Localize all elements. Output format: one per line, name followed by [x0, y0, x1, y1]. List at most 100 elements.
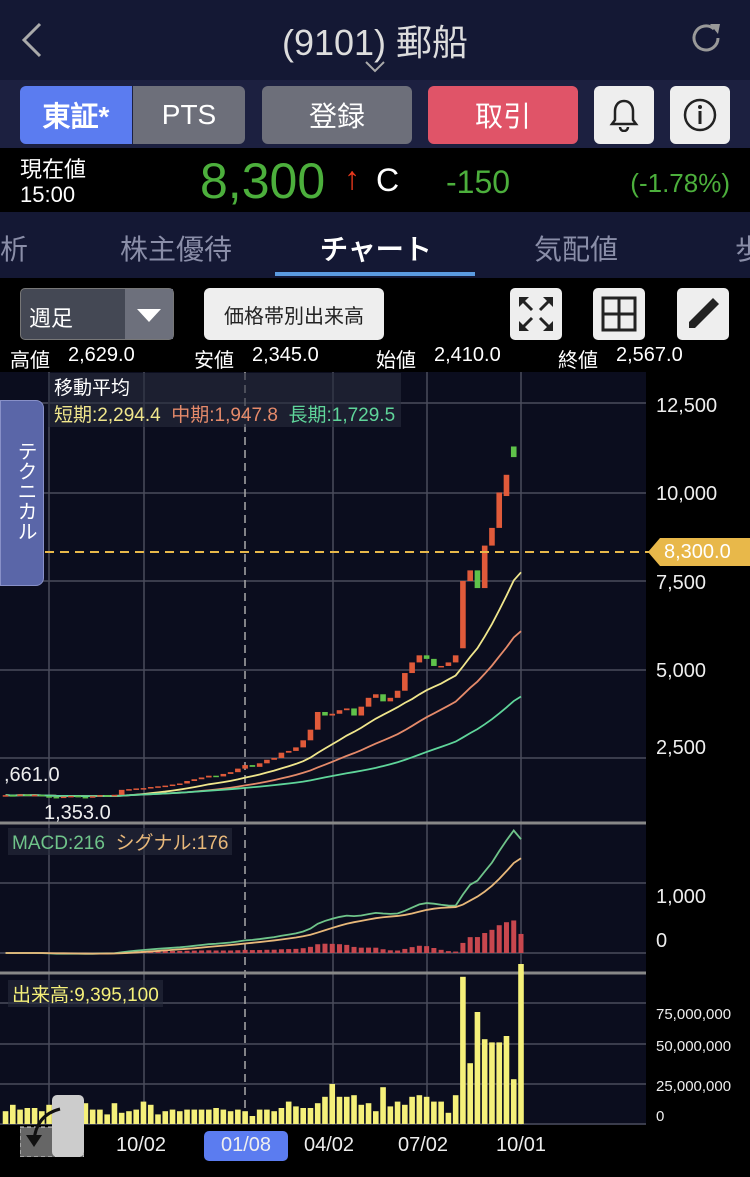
- volume-bar: [496, 1042, 503, 1124]
- volume-bar: [147, 1104, 154, 1124]
- up-arrow-icon: ↑: [344, 160, 360, 196]
- layout-button[interactable]: [593, 288, 645, 340]
- macd-histogram-bar: [409, 947, 415, 953]
- candle: [300, 740, 306, 748]
- volume-bar: [438, 1101, 444, 1124]
- info-button[interactable]: [670, 86, 730, 144]
- technical-side-tab[interactable]: テクニカル: [0, 400, 44, 586]
- volume-bar: [460, 976, 466, 1124]
- tab-chart[interactable]: チャート: [320, 234, 432, 265]
- chevron-down-icon[interactable]: [364, 60, 386, 74]
- candle: [489, 527, 495, 546]
- chart-background: [0, 372, 646, 1125]
- draw-button[interactable]: [677, 288, 729, 340]
- volume-bar: [227, 1111, 234, 1124]
- ma-long-line: [5, 695, 522, 798]
- candle: [118, 789, 125, 795]
- open-value: 2,410.0: [434, 344, 501, 366]
- candle: [445, 662, 452, 666]
- candle: [235, 768, 241, 773]
- close-label: 終値: [558, 350, 598, 372]
- macd-histogram-bar: [155, 950, 161, 953]
- pts-button[interactable]: PTS: [133, 86, 245, 144]
- candle: [409, 662, 415, 674]
- volume-bar: [358, 1104, 365, 1124]
- tse-button[interactable]: 東証*: [20, 86, 132, 144]
- ma-legend: 移動平均 短期:2,294.4 中期:1,947.8 長期:1,729.5: [48, 373, 402, 427]
- volume-bar: [336, 1096, 343, 1124]
- price-flag: C: [376, 162, 400, 198]
- technical-label: テクニカル: [14, 441, 36, 541]
- volume-bar: [285, 1101, 292, 1124]
- macd-histogram-bar: [257, 950, 263, 953]
- macd-histogram-bar: [271, 949, 277, 953]
- volume-bar: [300, 1108, 306, 1124]
- volume-bar: [264, 1109, 270, 1124]
- page-title[interactable]: (9101) 郵船: [281, 22, 469, 63]
- candle: [89, 796, 96, 798]
- refresh-icon[interactable]: [688, 20, 724, 56]
- volume-bar: [322, 1096, 328, 1124]
- macd-histogram-bar: [293, 948, 299, 953]
- tab-benefits[interactable]: 株主優待: [120, 234, 233, 265]
- undo-arrow-icon: [19, 1095, 85, 1158]
- volume-bar: [343, 1096, 350, 1124]
- tab-analysis[interactable]: 分析: [0, 234, 29, 265]
- macd-histogram-bar: [373, 947, 379, 953]
- candle: [431, 658, 437, 666]
- candle: [380, 694, 386, 702]
- volume-profile-button[interactable]: 価格帯別出来高: [204, 288, 384, 340]
- candle: [147, 787, 154, 789]
- candle: [314, 711, 321, 730]
- candle: [31, 794, 38, 797]
- macd-legend: MACD:216 シグナル:176: [8, 828, 233, 855]
- macd-histogram-bar: [315, 944, 321, 953]
- tab-quotes[interactable]: 気配値: [534, 234, 619, 265]
- candle: [387, 697, 394, 702]
- volume-tick: 25,000,000: [656, 1078, 732, 1095]
- macd-histogram-bar: [264, 949, 270, 953]
- dropdown-button[interactable]: [125, 289, 173, 339]
- macd-histogram-bar: [344, 944, 350, 953]
- header: (9101) 郵船: [0, 0, 750, 80]
- scroll-back-button[interactable]: [19, 1095, 85, 1158]
- volume-bar: [104, 1114, 110, 1124]
- candle: [53, 796, 60, 799]
- macd-plot: [5, 829, 524, 955]
- volume-bar: [271, 1111, 277, 1124]
- candle: [206, 775, 212, 778]
- volume-bar: [162, 1111, 169, 1124]
- volume-bar: [365, 1103, 372, 1124]
- volume-bar: [394, 1101, 401, 1124]
- macd-histogram-bar: [286, 949, 292, 953]
- quote-row: 現在値 15:00 8,300 ↑ C -150 (-1.78%): [0, 148, 750, 212]
- macd-histogram-bar: [322, 943, 328, 953]
- candle: [336, 710, 343, 714]
- alert-button[interactable]: [594, 86, 654, 144]
- volume-tick: 0: [656, 1108, 665, 1125]
- fullscreen-button[interactable]: [510, 288, 562, 340]
- grid-icon: [601, 296, 637, 332]
- ohlc-row: 高値 2,629.0 安値 2,345.0 始値 2,410.0 終値 2,56…: [0, 342, 750, 372]
- macd-histogram-bar: [300, 948, 306, 953]
- candle: [220, 773, 227, 777]
- price-tick: 5,000: [656, 660, 707, 682]
- bell-icon: [609, 99, 639, 132]
- trade-button[interactable]: 取引: [428, 86, 578, 144]
- volume-bar: [140, 1101, 147, 1124]
- candle: [10, 795, 16, 797]
- volume-bar: [82, 1103, 89, 1124]
- macd-histogram-bar: [366, 947, 372, 953]
- tab-trades[interactable]: 歩: [735, 234, 750, 265]
- volume-bar: [373, 1111, 379, 1124]
- register-button[interactable]: 登録: [262, 86, 412, 144]
- quote-label: 現在値: [20, 157, 87, 182]
- chevron-left-icon[interactable]: [20, 22, 44, 58]
- period-select[interactable]: 週足: [20, 288, 174, 340]
- volume-legend: 出来高:9,395,100: [8, 980, 163, 1007]
- candle: [169, 784, 176, 787]
- candle: [293, 747, 299, 751]
- macd-histogram-bar: [387, 950, 393, 953]
- macd-histogram-bar: [416, 945, 422, 953]
- candle: [510, 446, 517, 458]
